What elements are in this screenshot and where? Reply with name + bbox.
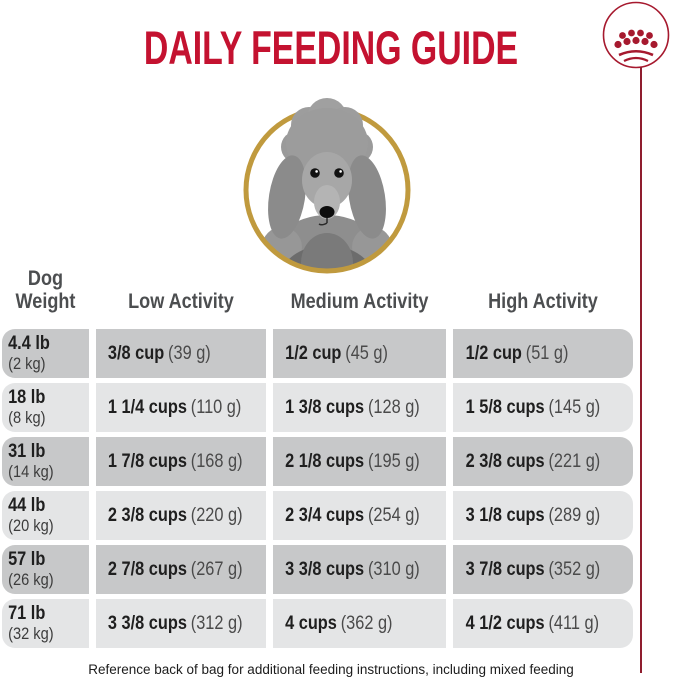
grams-text: (39 g)	[168, 342, 211, 364]
table-row: 71 lb (32 kg) 3 3/8 cups (312 g) 4 cups …	[2, 599, 633, 648]
amount-text: 1/2 cup	[285, 342, 342, 364]
medium-activity-cell: 1/2 cup (45 g)	[273, 329, 446, 378]
poodle-photo	[227, 85, 427, 275]
grams-text: (145 g)	[548, 396, 601, 418]
table-row: 31 lb (14 kg) 1 7/8 cups (168 g) 2 1/8 c…	[2, 437, 633, 486]
brand-vertical-line	[640, 67, 642, 673]
header-label: Low Activity	[128, 290, 234, 314]
table-row: 18 lb (8 kg) 1 1/4 cups (110 g) 1 3/8 cu…	[2, 383, 633, 432]
weight-kg: (8 kg)	[8, 408, 46, 428]
table-row: 57 lb (26 kg) 2 7/8 cups (267 g) 3 3/8 c…	[2, 545, 633, 594]
table-row: 44 lb (20 kg) 2 3/8 cups (220 g) 2 3/4 c…	[2, 491, 633, 540]
weight-lb: 57 lb	[8, 548, 46, 570]
low-activity-cell: 2 7/8 cups (267 g)	[96, 545, 266, 594]
grams-text: (221 g)	[548, 450, 601, 472]
low-activity-cell: 1 7/8 cups (168 g)	[96, 437, 266, 486]
low-activity-cell: 3/8 cup (39 g)	[96, 329, 266, 378]
header-medium-activity: Medium Activity	[273, 290, 446, 317]
high-activity-cell: 3 7/8 cups (352 g)	[453, 545, 633, 594]
medium-activity-cell: 1 3/8 cups (128 g)	[273, 383, 446, 432]
amount-text: 4 cups	[285, 612, 337, 634]
header-dog-weight: Dog Weight	[2, 267, 89, 317]
amount-text: 3 7/8 cups	[465, 558, 545, 580]
table-row: 4.4 lb (2 kg) 3/8 cup (39 g) 1/2 cup (45…	[2, 329, 633, 378]
poodle-head	[268, 98, 386, 239]
grams-text: (51 g)	[525, 342, 569, 364]
header-row: Dog Weight Low Activity Medium Activity …	[2, 260, 633, 317]
grams-text: (128 g)	[367, 396, 420, 418]
grams-text: (195 g)	[367, 450, 420, 472]
header-label: Dog Weight	[15, 266, 76, 314]
header-low-activity: Low Activity	[96, 290, 266, 317]
header-high-activity: High Activity	[453, 290, 633, 317]
poodle-illustration	[243, 98, 411, 274]
amount-text: 4 1/2 cups	[465, 612, 545, 634]
grams-text: (312 g)	[190, 612, 243, 634]
amount-text: 2 3/8 cups	[465, 450, 545, 472]
amount-text: 1 5/8 cups	[465, 396, 545, 418]
amount-text: 2 7/8 cups	[107, 558, 187, 580]
high-activity-cell: 2 3/8 cups (221 g)	[453, 437, 633, 486]
amount-text: 2 3/4 cups	[285, 504, 365, 526]
low-activity-cell: 2 3/8 cups (220 g)	[96, 491, 266, 540]
page-title: DAILY FEEDING GUIDE	[143, 21, 519, 74]
weight-kg: (20 kg)	[8, 516, 54, 536]
weight-cell: 44 lb (20 kg)	[2, 491, 89, 540]
amount-text: 2 1/8 cups	[285, 450, 365, 472]
medium-activity-cell: 2 3/4 cups (254 g)	[273, 491, 446, 540]
high-activity-cell: 3 1/8 cups (289 g)	[453, 491, 633, 540]
amount-text: 1 3/8 cups	[285, 396, 365, 418]
royal-canin-crown-icon	[601, 1, 671, 71]
amount-text: 3 3/8 cups	[107, 612, 187, 634]
header-label: High Activity	[488, 290, 598, 314]
weight-cell: 71 lb (32 kg)	[2, 599, 89, 648]
weight-lb: 18 lb	[8, 386, 46, 408]
grams-text: (289 g)	[548, 504, 601, 526]
grams-text: (362 g)	[340, 612, 393, 634]
weight-lb: 71 lb	[8, 602, 46, 624]
medium-activity-cell: 4 cups (362 g)	[273, 599, 446, 648]
high-activity-cell: 1 5/8 cups (145 g)	[453, 383, 633, 432]
high-activity-cell: 4 1/2 cups (411 g)	[453, 599, 633, 648]
footnote: Reference back of bag for additional fee…	[88, 662, 574, 677]
grams-text: (254 g)	[367, 504, 420, 526]
grams-text: (45 g)	[345, 342, 388, 364]
weight-cell: 4.4 lb (2 kg)	[2, 329, 89, 378]
grams-text: (168 g)	[190, 450, 243, 472]
weight-lb: 44 lb	[8, 494, 46, 516]
crown-icon	[602, 1, 670, 69]
amount-text: 1 7/8 cups	[107, 450, 187, 472]
amount-text: 2 3/8 cups	[107, 504, 187, 526]
low-activity-cell: 3 3/8 cups (312 g)	[96, 599, 266, 648]
weight-cell: 57 lb (26 kg)	[2, 545, 89, 594]
grams-text: (352 g)	[548, 558, 601, 580]
grams-text: (310 g)	[367, 558, 420, 580]
weight-kg: (32 kg)	[8, 624, 54, 644]
weight-kg: (26 kg)	[8, 570, 54, 590]
amount-text: 3/8 cup	[107, 342, 165, 364]
medium-activity-cell: 2 1/8 cups (195 g)	[273, 437, 446, 486]
amount-text: 3 1/8 cups	[465, 504, 545, 526]
weight-cell: 31 lb (14 kg)	[2, 437, 89, 486]
grams-text: (411 g)	[548, 612, 600, 634]
high-activity-cell: 1/2 cup (51 g)	[453, 329, 633, 378]
low-activity-cell: 1 1/4 cups (110 g)	[96, 383, 266, 432]
grams-text: (220 g)	[190, 504, 243, 526]
weight-cell: 18 lb (8 kg)	[2, 383, 89, 432]
grams-text: (110 g)	[190, 396, 242, 418]
weight-kg: (2 kg)	[8, 354, 46, 374]
grams-text: (267 g)	[190, 558, 243, 580]
amount-text: 3 3/8 cups	[285, 558, 365, 580]
feeding-table: 4.4 lb (2 kg) 3/8 cup (39 g) 1/2 cup (45…	[2, 329, 633, 648]
header-label: Medium Activity	[290, 290, 429, 314]
amount-text: 1/2 cup	[465, 342, 522, 364]
amount-text: 1 1/4 cups	[107, 396, 187, 418]
weight-kg: (14 kg)	[8, 462, 54, 482]
weight-lb: 31 lb	[8, 440, 46, 462]
weight-lb: 4.4 lb	[8, 332, 50, 354]
medium-activity-cell: 3 3/8 cups (310 g)	[273, 545, 446, 594]
